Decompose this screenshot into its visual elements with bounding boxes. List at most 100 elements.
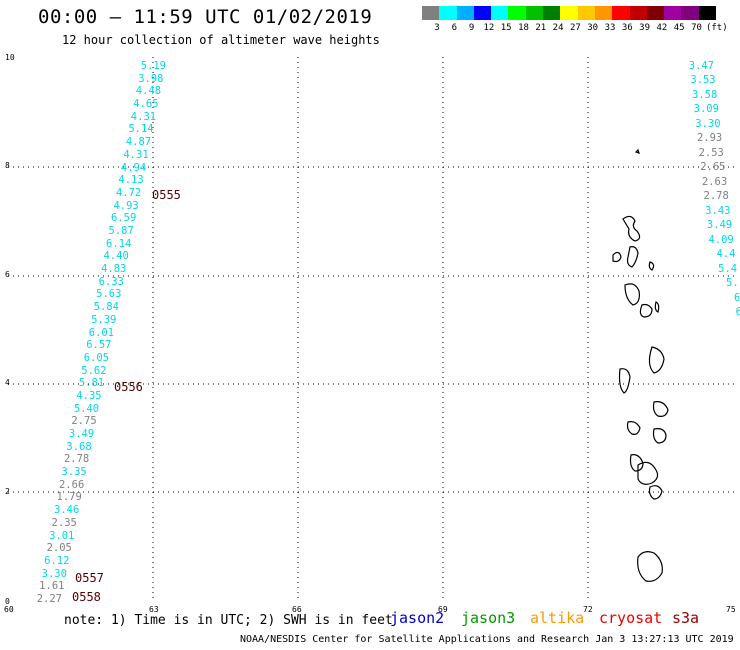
color-legend-label: 45 (673, 23, 685, 33)
satellite-legend-jason3: jason3 (461, 609, 516, 627)
x-tick-66: 66 (292, 605, 302, 614)
x-tick-72: 72 (583, 605, 593, 614)
wave-height-label: 2.78 (703, 190, 729, 203)
wave-height-label: 4.65 (133, 98, 159, 111)
wave-height-label: 3.49 (68, 428, 95, 441)
grid-lines (8, 57, 738, 602)
wave-height-label: 6.14 (106, 237, 132, 250)
color-legend-labels: 3 6 9 12 15 18 21 24 27 30 33 36 39 42 45 70 (ft) (422, 23, 732, 35)
wave-height-label: 2.78 (63, 453, 90, 466)
color-legend-label: 27 (569, 23, 581, 33)
y-tick-0: 0 (5, 597, 10, 606)
color-swatch (439, 6, 457, 20)
wave-height-label: 5.19 (140, 60, 166, 72)
color-legend-label: 9 (468, 23, 475, 33)
map-subtitle: 12 hour collection of altimeter wave hei… (62, 33, 380, 47)
wave-height-label: 2.93 (696, 132, 723, 145)
wave-height-label: 5.81 (78, 377, 105, 390)
wave-height-label: 4.13 (118, 174, 144, 187)
wave-height-label: 3.09 (693, 103, 719, 116)
wave-height-label: 2.66 (58, 478, 85, 491)
wave-height-label: 3.35 (61, 466, 87, 479)
wave-height-label: 6.01 (88, 326, 114, 339)
color-swatch (491, 6, 509, 20)
wave-height-label: 4.09 (708, 233, 734, 246)
x-tick-75: 75 (726, 605, 736, 614)
x-tick-69: 69 (438, 605, 448, 614)
maldives-coastline (612, 148, 669, 582)
wave-height-label: 5.39 (91, 313, 117, 326)
wave-height-label: 4.83 (101, 263, 127, 276)
wave-height-label: 3.46 (54, 504, 80, 517)
footnote: note: 1) Time is in UTC; 2) SWH is in fe… (64, 613, 393, 628)
color-legend-label: (ft) (705, 23, 728, 33)
wave-height-label: 4.4 (716, 248, 736, 261)
color-legend-label: 18 (518, 23, 529, 33)
wave-height-label: 4.94 (120, 161, 147, 174)
color-swatch (577, 6, 595, 20)
color-swatch (646, 6, 665, 20)
color-legend-label: 33 (604, 23, 616, 33)
color-legend-label: 15 (500, 23, 512, 33)
color-legend-label: 12 (483, 23, 495, 33)
wave-height-label: 3.58 (691, 88, 718, 101)
wave-height-label: 3.01 (49, 529, 75, 542)
color-legend-label: 39 (639, 23, 651, 33)
color-swatch (664, 6, 682, 20)
wave-height-label: 2.53 (698, 146, 724, 159)
color-legend-label: 70 (691, 23, 702, 33)
color-legend-label: 24 (552, 23, 564, 33)
y-tick-2: 2 (5, 487, 10, 496)
wave-height-label: 5.4 (718, 262, 738, 275)
wave-height-label: 3.98 (138, 72, 164, 85)
wave-height-label: 6.59 (110, 212, 137, 225)
wave-height-label: 1.61 (39, 580, 65, 593)
color-swatch (612, 6, 630, 20)
credit-line: NOAA/NESDIS Center for Satellite Applica… (240, 634, 734, 645)
wave-height-label: 6.12 (44, 554, 70, 567)
wave-height-label: 4.72 (115, 186, 142, 199)
color-swatch (508, 6, 526, 20)
color-legend-label: 6 (451, 23, 457, 33)
satellite-legend-cryosat: cryosat (599, 609, 663, 627)
wave-height-label: 2.63 (701, 175, 728, 188)
y-tick-10: 10 (5, 53, 15, 62)
y-tick-6: 6 (5, 270, 10, 279)
x-tick-63: 63 (149, 605, 159, 614)
y-tick-4: 4 (5, 378, 10, 387)
wave-height-label: 4.35 (76, 389, 102, 402)
color-legend-label: 36 (621, 23, 633, 33)
wave-height-label: 6.33 (98, 275, 124, 288)
color-swatch (456, 6, 474, 20)
wave-height-label: 5.62 (81, 364, 107, 377)
satellite-legend-jason2: jason2 (390, 609, 445, 627)
satellite-legend-s3a: s3a (672, 609, 700, 627)
map-plot (8, 57, 738, 602)
color-swatch (422, 6, 440, 20)
obs-time-label: 0557 (75, 571, 104, 585)
wave-height-label: 2.65 (700, 161, 726, 174)
wave-height-label: 2.75 (71, 415, 97, 428)
wave-height-label: 4.48 (135, 85, 162, 98)
obs-time-label: 0556 (114, 380, 143, 394)
wave-height-label: 2.27 (36, 593, 62, 605)
wave-height-label: 4.31 (130, 110, 157, 123)
y-tick-8: 8 (5, 161, 10, 170)
wave-height-label: 6.57 (86, 339, 112, 352)
wave-height-label: 3.30 (41, 567, 67, 580)
map-title: 00:00 – 11:59 UTC 01/02/2019 (38, 6, 373, 28)
wave-height-label: 5.84 (93, 301, 119, 314)
wave-height-label: 4.93 (113, 199, 139, 212)
wave-height-label: 5.63 (96, 288, 122, 301)
color-legend-label: 3 (434, 23, 440, 33)
wave-height-label: 2.35 (51, 516, 77, 529)
color-legend-bar (422, 6, 717, 20)
color-swatch (543, 6, 561, 20)
x-tick-60: 60 (4, 605, 14, 614)
wave-height-label: 5.14 (128, 123, 154, 136)
wave-height-label: 3.30 (695, 117, 721, 130)
color-swatch (629, 6, 647, 20)
color-legend-label: 21 (535, 23, 547, 33)
color-swatch (473, 6, 492, 20)
wave-height-label: 3.49 (706, 219, 733, 232)
